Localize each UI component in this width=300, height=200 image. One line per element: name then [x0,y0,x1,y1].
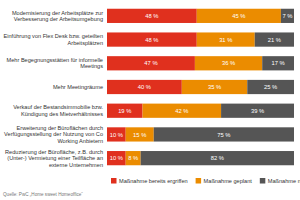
legend-swatch [111,178,117,184]
data-label: 7 % [282,13,292,19]
data-label: 39 % [251,108,264,114]
data-label: 8 % [128,155,138,161]
legend-label: Maßnahme nicht geplant [268,178,300,184]
legend-label: Maßnahme geplant [204,178,253,184]
data-label: 42 % [175,108,188,114]
bar-segment [107,32,197,46]
bars [107,9,294,166]
data-label: 10 % [110,155,123,161]
category-labels: Modernisierung der Arbeitsplätze zurVerb… [4,10,104,168]
data-label: 21 % [268,37,281,43]
data-label: 48 % [145,13,158,19]
data-label: 19 % [118,108,131,114]
data-label: 15 % [133,132,146,138]
legend: Maßnahme bereits ergriffen Maßnahme gepla… [111,178,300,184]
bar-segment [107,127,126,141]
bar-segment [154,127,294,141]
data-label: 75 % [217,132,230,138]
data-label: 10 % [110,132,123,138]
category-label: Reduzierung der Bürofläche, z.B. durch(U… [5,149,103,168]
data-label: 48 % [145,37,158,43]
legend-swatch [196,178,202,184]
background [0,0,300,200]
data-label: 45 % [232,13,245,19]
category-label: Modernisierung der Arbeitsplätze zurVerb… [12,10,103,22]
category-label: Mehr Begegnungsstätten für informelleMee… [7,57,104,69]
data-label: 17 % [271,60,284,66]
bar-segment [107,104,143,118]
bar-segment [107,9,197,23]
bar-segment [197,9,281,23]
bar-segment [197,32,255,46]
bar-segment [247,80,294,94]
bar-segment [141,151,294,165]
bar-segment [126,127,154,141]
bar-segment [126,151,141,165]
bar-segment [107,56,195,70]
data-label: 35 % [208,84,221,90]
bar-segment [107,151,126,165]
bar-segment [195,56,262,70]
data-labels: 48 % 45 % 7 % 48 % 31 % 21 % 47 % 36 % 17 % 40 % 3… [110,13,293,161]
category-label: Einführung von Flex Desk bzw. geteiltenA… [4,33,104,45]
data-label: 25 % [264,84,277,90]
chart: Modernisierung der Arbeitsplätze zurVerb… [0,0,300,200]
source: Quelle: PwC „Home sweet Homeoffice“ [3,192,83,197]
category-label: Mehr Meetingräume [53,84,103,90]
bar-segment [281,9,294,23]
bar-segment [182,80,247,94]
data-label: 40 % [138,84,151,90]
category-label: Erweiterung der Büroflächen durchVerfügu… [4,125,103,144]
legend-swatch [260,178,266,184]
bar-segment [262,56,294,70]
bar-segment [107,80,182,94]
bar-segment [255,32,294,46]
data-label: 36 % [222,60,235,66]
data-label: 47 % [144,60,157,66]
data-label: 31 % [219,37,232,43]
data-label: 82 % [211,155,224,161]
bar-segment [221,104,294,118]
category-label: Verkauf der Bestandsimmobilie bzw.Kündig… [13,104,103,116]
bar-segment [143,104,222,118]
legend-label: Maßnahme bereits ergriffen [119,178,188,184]
